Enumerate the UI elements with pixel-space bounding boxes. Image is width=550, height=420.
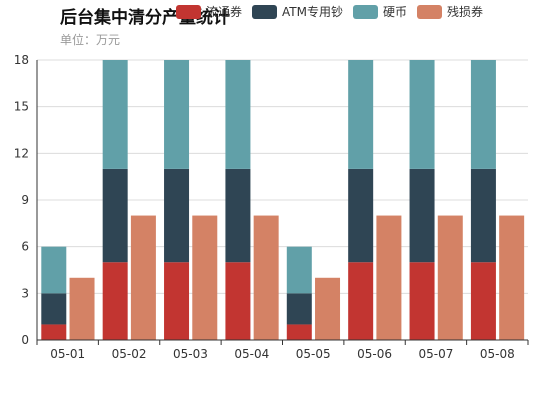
bar-stacked-3-05-02 xyxy=(102,60,128,169)
legend-item-series-3[interactable]: 硬币 xyxy=(352,3,407,20)
bar-side-05-04 xyxy=(253,215,279,340)
bar-stacked-3-05-03 xyxy=(164,60,190,169)
chart-subtitle: 单位：万元 xyxy=(60,33,121,47)
bar-stacked-3-05-08 xyxy=(470,60,496,169)
y-tick-label-5: 15 xyxy=(14,100,29,114)
bar-stacked-2-05-06 xyxy=(348,168,374,263)
legend-item-series-1[interactable]: 流通券 xyxy=(176,3,242,20)
y-tick-label-2: 6 xyxy=(21,240,29,254)
legend-item-series-4[interactable]: 残损券 xyxy=(417,3,483,20)
x-tick-label-05-06: 05-06 xyxy=(357,347,392,361)
legend-label-series-4: 残损券 xyxy=(447,5,484,19)
bar-stacked-3-05-06 xyxy=(348,60,374,169)
legend: 流通券 ATM专用钞 硬币 残损券 xyxy=(176,3,483,20)
y-tick-label-4: 12 xyxy=(14,146,29,160)
bar-stacked-1-05-06 xyxy=(348,262,374,340)
x-tick-label-05-08: 05-08 xyxy=(480,347,515,361)
legend-swatch-series-3 xyxy=(352,4,378,19)
legend-swatch-series-4 xyxy=(417,4,442,19)
legend-label-series-1: 流通券 xyxy=(206,5,243,19)
bar-stacked-1-05-01 xyxy=(41,324,67,340)
bar-stacked-2-05-01 xyxy=(41,293,67,325)
y-tick-label-6: 18 xyxy=(14,53,29,67)
bar-stacked-2-05-07 xyxy=(409,168,435,263)
x-tick-label-05-03: 05-03 xyxy=(173,347,208,361)
legend-label-series-2: ATM专用钞 xyxy=(282,5,343,19)
x-tick-label-05-05: 05-05 xyxy=(296,347,331,361)
legend-swatch-series-1 xyxy=(176,4,201,19)
bar-side-05-06 xyxy=(376,215,402,340)
bar-stacked-1-05-04 xyxy=(225,262,251,340)
bar-stacked-2-05-04 xyxy=(225,168,251,263)
bar-stacked-1-05-02 xyxy=(102,262,128,340)
x-tick-label-05-02: 05-02 xyxy=(112,347,147,361)
bar-side-05-01 xyxy=(69,277,95,340)
bar-stacked-3-05-04 xyxy=(225,60,251,169)
bar-stacked-1-05-05 xyxy=(286,324,312,340)
bar-side-05-02 xyxy=(130,215,156,340)
y-tick-label-1: 3 xyxy=(21,286,29,300)
x-tick-label-05-01: 05-01 xyxy=(50,347,85,361)
bar-stacked-2-05-08 xyxy=(470,168,496,263)
bar-side-05-03 xyxy=(192,215,218,340)
bar-side-05-07 xyxy=(437,215,463,340)
bar-stacked-1-05-03 xyxy=(164,262,190,340)
bar-stacked-2-05-03 xyxy=(164,168,190,263)
x-tick-label-05-07: 05-07 xyxy=(419,347,454,361)
bar-stacked-2-05-02 xyxy=(102,168,128,263)
bar-side-05-08 xyxy=(499,215,525,340)
bar-stacked-1-05-07 xyxy=(409,262,435,340)
y-tick-label-0: 0 xyxy=(21,333,29,347)
legend-swatch-series-2 xyxy=(252,4,278,19)
bar-stacked-2-05-05 xyxy=(286,293,312,325)
bar-side-05-05 xyxy=(315,277,341,340)
legend-label-series-3: 硬币 xyxy=(382,5,407,19)
bar-stacked-3-05-07 xyxy=(409,60,435,169)
legend-item-series-2[interactable]: ATM专用钞 xyxy=(252,3,343,20)
bar-stacked-3-05-01 xyxy=(41,246,67,294)
bar-stacked-1-05-08 xyxy=(470,262,496,340)
x-tick-label-05-04: 05-04 xyxy=(234,347,269,361)
y-tick-label-3: 9 xyxy=(21,193,29,207)
bar-stacked-3-05-05 xyxy=(286,246,312,294)
